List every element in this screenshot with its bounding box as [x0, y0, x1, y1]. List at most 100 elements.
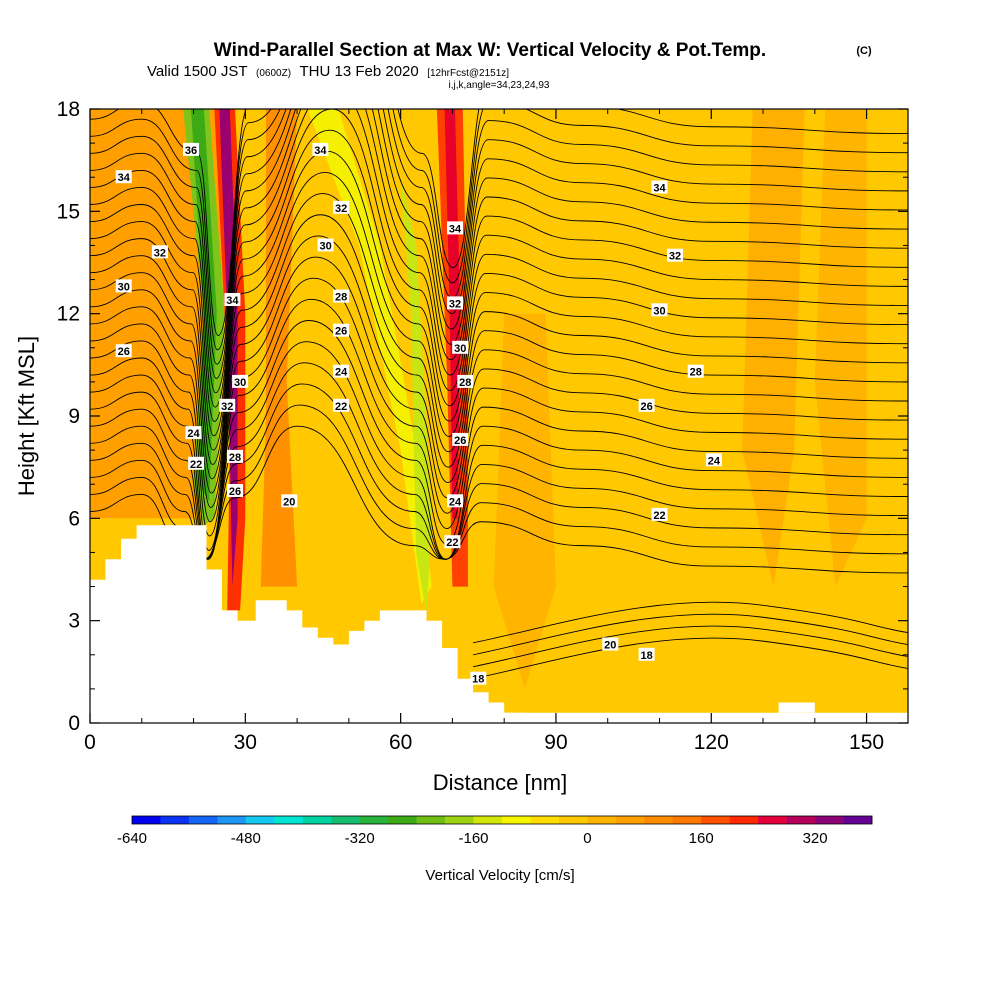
contour-label-text: 32	[335, 203, 347, 215]
contour-label-box	[447, 296, 463, 310]
contour-label: 30	[115, 279, 132, 293]
theta-contour	[90, 277, 908, 560]
contour-label: 32	[667, 248, 683, 263]
contour-label-box	[470, 671, 487, 685]
contour-label-box	[219, 398, 236, 412]
chart-title: Wind-Parallel Section at Max W: Vertical…	[214, 40, 766, 61]
y-tick-label: 12	[57, 303, 80, 326]
contour-label-box	[667, 248, 683, 262]
contour-label-text: 24	[187, 428, 200, 440]
contour-label-box	[444, 535, 461, 549]
chart-title-mark: (C)	[856, 45, 872, 57]
theta-contour-low	[473, 625, 908, 668]
contour-label: 28	[457, 374, 474, 389]
contour-label: 22	[188, 456, 205, 471]
contour-label-text: 22	[190, 459, 202, 471]
contour-label-text: 30	[454, 343, 466, 355]
contour-label: 32	[219, 398, 236, 413]
contour-label-box	[651, 180, 668, 194]
x-tick-label: 0	[84, 731, 96, 754]
contour-label-box	[317, 238, 334, 252]
field-patch-east	[493, 313, 556, 689]
contour-label-text: 20	[283, 496, 295, 508]
potential-temperature-contours	[90, 109, 908, 680]
theta-contour	[90, 109, 908, 437]
colorbar-tick-label: -640	[117, 830, 147, 847]
colorbar-frame	[131, 815, 873, 825]
contour-label-text: 18	[472, 674, 484, 686]
contour-label-box	[452, 432, 469, 446]
contour-label-box	[115, 170, 132, 184]
contour-label: 30	[452, 340, 469, 355]
colorbar-cell	[530, 816, 560, 824]
colorbar-tick-label: 160	[689, 830, 714, 847]
contour-label-box	[312, 142, 329, 156]
contour-label-text: 34	[226, 295, 239, 307]
contour-label-box	[227, 484, 243, 497]
contour-label: 20	[602, 637, 619, 652]
colorbar-cell	[615, 816, 645, 824]
theta-contour	[90, 109, 908, 394]
x-tick-label: 90	[544, 731, 567, 754]
contour-label-text: 30	[118, 281, 130, 293]
contour-label: 26	[227, 484, 243, 498]
contour-label: 30	[232, 374, 249, 389]
terrain-profile	[90, 525, 525, 723]
contour-labels: 3634323026343032242228262034323028262422…	[115, 142, 722, 686]
contour-label-box	[115, 344, 132, 358]
theta-contour-low	[473, 637, 908, 680]
theta-contour	[90, 109, 908, 451]
y-tick-label: 3	[68, 610, 80, 633]
contour-label-text: 26	[229, 486, 241, 498]
y-tick-label: 0	[68, 712, 80, 735]
terrain-mask	[90, 525, 908, 723]
contour-label: 32	[151, 245, 168, 259]
contour-label-box	[185, 426, 202, 440]
x-tick-label: 150	[849, 731, 884, 754]
field-patch-mid	[260, 109, 298, 587]
contour-label: 18	[638, 647, 655, 662]
contour-label-box	[224, 293, 241, 306]
contour-label-text: 34	[118, 172, 131, 184]
colorbar-tick-label: -480	[231, 830, 261, 847]
colorbar: -640 -480 -320 -160 0 160 320	[117, 815, 873, 847]
contour-label-box	[638, 398, 655, 412]
contour-label: 26	[333, 323, 350, 338]
contour-label-box	[602, 637, 619, 651]
contour-label-text: 36	[185, 145, 197, 157]
x-tick-label: 60	[389, 731, 412, 754]
contour-label-box	[447, 494, 463, 508]
contour-label: 20	[281, 494, 298, 508]
y-axis-title: Height [Kft MSL]	[14, 336, 39, 496]
plot-area: 3634323026343032242228262034323028262422…	[90, 109, 908, 723]
contour-label: 18	[470, 671, 487, 686]
contour-label-text: 30	[319, 240, 331, 252]
colorbar-cell	[388, 816, 417, 824]
colorbar-cell	[302, 816, 332, 824]
contour-label: 34	[651, 180, 668, 195]
contour-label: 34	[312, 142, 329, 157]
contour-label-text: 28	[335, 292, 347, 304]
contour-label-box	[333, 200, 350, 214]
theta-contour	[90, 362, 908, 560]
colorbar-tick-label: 0	[583, 830, 591, 847]
valid-zulu: (0600Z)	[256, 68, 291, 79]
theta-contour	[90, 320, 908, 560]
contour-label: 26	[115, 344, 132, 358]
colorbar-cell	[758, 816, 787, 824]
colorbar-cell	[558, 816, 588, 824]
contour-label: 24	[185, 426, 202, 440]
theta-contour	[90, 341, 908, 560]
x-tick-label: 120	[694, 731, 729, 754]
theta-contour	[90, 171, 908, 494]
colorbar-cell	[245, 816, 275, 824]
theta-contour	[90, 150, 908, 480]
colorbar-cell	[843, 816, 873, 824]
valid-prefix: Valid 1500 JST	[147, 63, 248, 80]
contour-label-box	[651, 303, 668, 317]
colorbar-cell	[502, 816, 531, 824]
colorbar-cell	[701, 816, 730, 824]
contour-label: 22	[651, 507, 668, 522]
y-tick-label: 9	[68, 405, 80, 428]
